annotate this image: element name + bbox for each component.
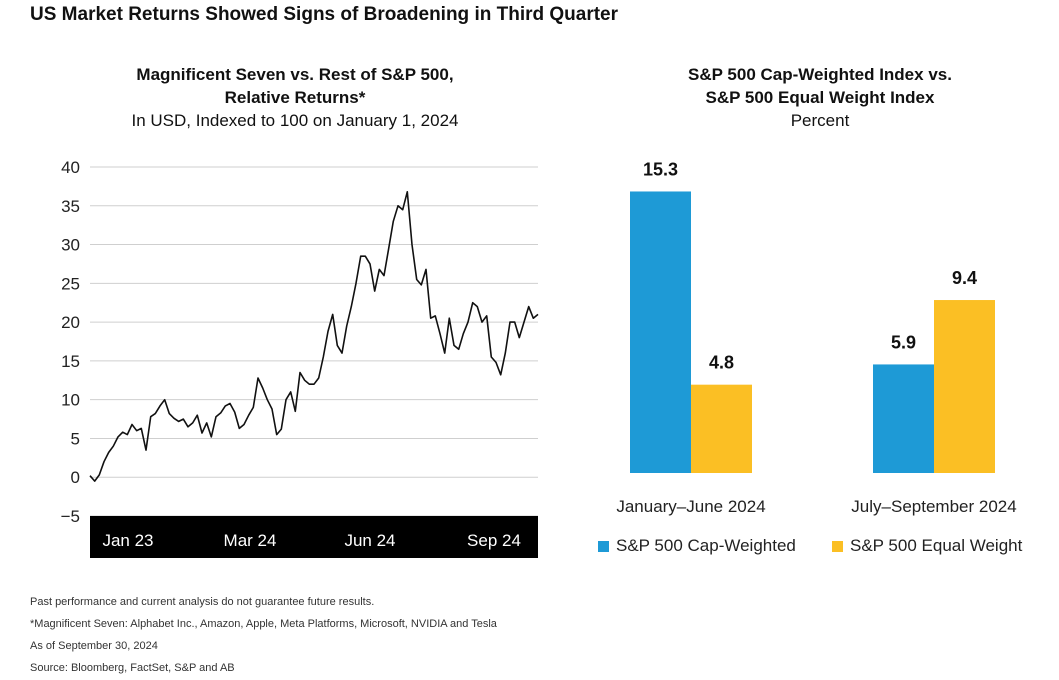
y-tick-label: 30: [61, 236, 80, 255]
category-label: January–June 2024: [616, 497, 765, 516]
series-line: [89, 191, 539, 482]
x-tick-label: Sep 24: [467, 531, 521, 550]
bar: [630, 191, 691, 474]
bar: [873, 364, 934, 473]
category-label: July–September 2024: [851, 497, 1016, 516]
x-tick-label: Jun 24: [344, 531, 395, 550]
line-chart-title-line2: Relative Returns*: [224, 88, 366, 107]
legend-swatch-cap-weighted: [598, 540, 609, 552]
bar-value-label: 9.4: [952, 268, 977, 288]
y-tick-label: 0: [71, 468, 80, 487]
footnote-as-of-date: As of September 30, 2024: [30, 640, 158, 652]
bar: [691, 384, 752, 473]
bar-value-label: 15.3: [643, 159, 678, 179]
y-tick-label: 40: [61, 158, 80, 177]
bar: [934, 300, 995, 473]
bar-value-label: 4.8: [709, 353, 734, 373]
bar-chart-title-line2: S&P 500 Equal Weight Index: [705, 88, 935, 107]
footnote-disclaimer: Past performance and current analysis do…: [30, 596, 375, 608]
x-axis-band: [90, 516, 538, 558]
y-tick-label: 25: [61, 274, 80, 293]
y-tick-label: −5: [61, 507, 80, 526]
page-headline: US Market Returns Showed Signs of Broade…: [30, 4, 619, 25]
y-tick-label: 10: [61, 391, 80, 410]
footnote-source: Source: Bloomberg, FactSet, S&P and AB: [30, 662, 235, 674]
bar-chart-subtitle: Percent: [790, 111, 850, 130]
footnotes: Past performance and current analysis do…: [30, 591, 497, 679]
bar-chart-title: S&P 500 Cap-Weighted Index vs.: [688, 65, 952, 84]
legend-item-cap-weighted: S&P 500 Cap-Weighted: [598, 536, 796, 556]
bar-value-label: 5.9: [891, 332, 916, 352]
x-tick-label: Jan 23: [102, 531, 153, 550]
y-tick-label: 35: [61, 197, 80, 216]
legend-swatch-equal-weight: [832, 540, 843, 552]
x-tick-label: Mar 24: [224, 531, 277, 550]
bar-chart-title-block: S&P 500 Cap-Weighted Index vs. S&P 500 E…: [600, 63, 1040, 132]
y-tick-label: 15: [61, 352, 80, 371]
y-tick-label: 20: [61, 313, 80, 332]
line-chart-subtitle: In USD, Indexed to 100 on January 1, 202…: [131, 111, 459, 130]
y-tick-label: 5: [71, 429, 80, 448]
footnote-magnificent-seven: *Magnificent Seven: Alphabet Inc., Amazo…: [30, 618, 497, 630]
legend-label-cap-weighted: S&P 500 Cap-Weighted: [616, 536, 796, 555]
legend-label-equal-weight: S&P 500 Equal Weight: [850, 536, 1023, 555]
line-chart-title-block: Magnificent Seven vs. Rest of S&P 500, R…: [60, 63, 530, 132]
legend-item-equal-weight: S&P 500 Equal Weight: [832, 536, 1022, 556]
line-chart-title: Magnificent Seven vs. Rest of S&P 500,: [136, 65, 454, 84]
